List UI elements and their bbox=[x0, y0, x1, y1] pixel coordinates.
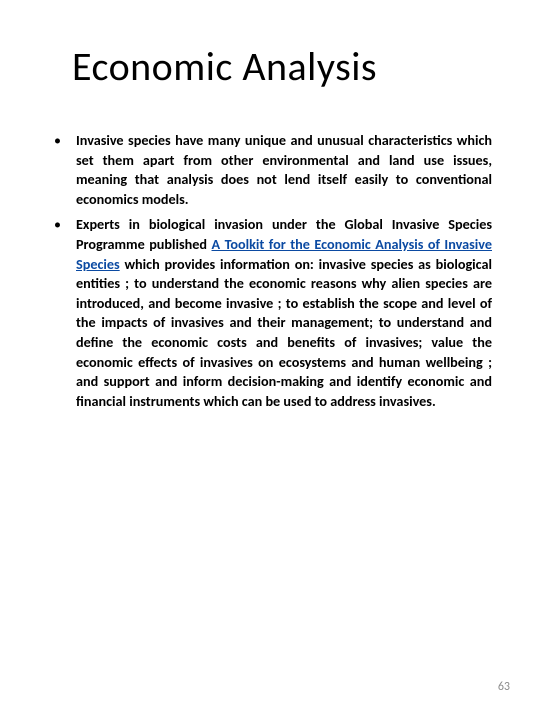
slide: Economic Analysis Invasive species have … bbox=[0, 0, 540, 720]
bullet-text: Invasive species have many unique and un… bbox=[76, 131, 492, 208]
list-item: Experts in biological invasion under the… bbox=[48, 215, 492, 411]
title-box: Economic Analysis bbox=[48, 30, 492, 107]
bullet-text-post: which provides information on: invasive … bbox=[76, 255, 492, 410]
list-item: Invasive species have many unique and un… bbox=[48, 131, 492, 209]
slide-title: Economic Analysis bbox=[72, 42, 492, 91]
page-number: 63 bbox=[498, 680, 510, 694]
bullet-list: Invasive species have many unique and un… bbox=[48, 131, 492, 411]
